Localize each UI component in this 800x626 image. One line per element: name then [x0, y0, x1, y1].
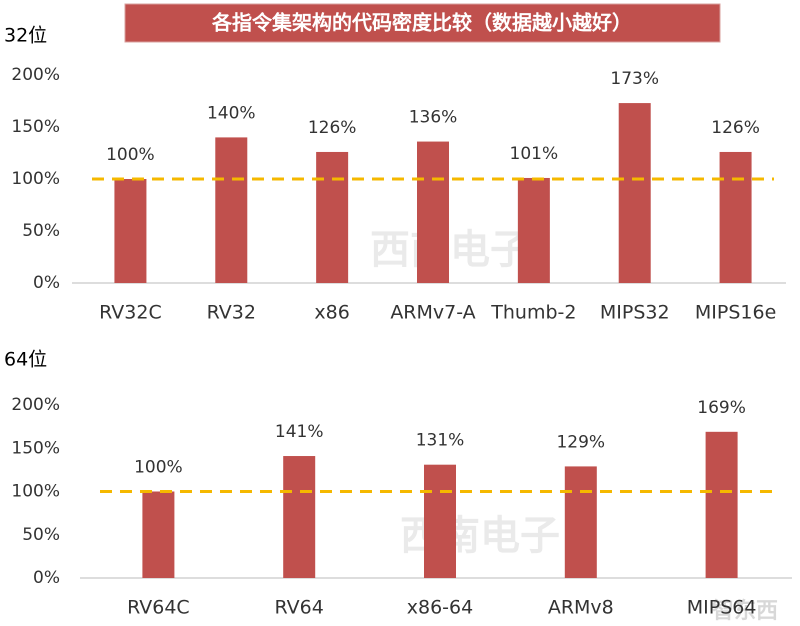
x-tick-label: MIPS16e [695, 302, 776, 324]
value-label: 173% [610, 69, 659, 89]
x-tick-label: MIPS64 [687, 597, 757, 619]
y-tick-label: 200% [11, 395, 60, 415]
bar [424, 464, 456, 578]
y-tick-label: 100% [11, 169, 60, 189]
x-tick-label: RV32C [99, 302, 162, 324]
watermark: 西南电子 [370, 227, 530, 273]
y-tick-label: 50% [22, 221, 60, 241]
y-tick-label: 200% [11, 65, 60, 85]
x-tick-label: MIPS32 [600, 302, 670, 324]
x-tick-label: x86 [314, 302, 349, 324]
value-label: 126% [308, 118, 357, 138]
x-tick-label: ARMv7-A [390, 302, 475, 324]
bar [417, 141, 449, 283]
x-tick-label: Thumb-2 [490, 302, 576, 324]
value-label: 131% [416, 431, 465, 451]
page-title: 各指令集架构的代码密度比较（数据越小越好） [211, 11, 632, 35]
x-tick-label: RV64 [275, 597, 324, 619]
y-tick-label: 150% [11, 438, 60, 458]
value-label: 100% [106, 145, 155, 165]
y-tick-label: 100% [11, 482, 60, 502]
bar [316, 151, 349, 283]
y-tick-label: 150% [11, 117, 60, 137]
value-label: 169% [697, 398, 746, 418]
y-tick-label: 0% [33, 568, 60, 588]
value-label: 100% [134, 458, 183, 478]
chart-title: 64位 [4, 349, 47, 371]
bar [142, 491, 175, 578]
title-banner [124, 3, 721, 43]
bar [719, 151, 752, 283]
value-label: 141% [275, 422, 324, 442]
bar [517, 177, 550, 283]
bar [564, 466, 597, 578]
value-label: 129% [556, 432, 605, 452]
value-label: 140% [207, 103, 256, 123]
chart-title: 32位 [4, 25, 47, 47]
bar [114, 179, 147, 283]
bar [283, 456, 316, 578]
x-tick-label: RV32 [207, 302, 256, 324]
bar [618, 103, 651, 283]
y-tick-label: 50% [22, 525, 60, 545]
value-label: 101% [510, 144, 559, 164]
x-tick-label: RV64C [127, 597, 190, 619]
value-label: 136% [409, 108, 458, 128]
watermark: 智东西 [712, 598, 778, 624]
y-tick-label: 0% [33, 273, 60, 293]
bar [705, 431, 738, 578]
value-label: 126% [711, 118, 760, 138]
x-tick-label: x86-64 [407, 597, 473, 619]
bar [215, 137, 248, 283]
x-tick-label: ARMv8 [548, 597, 614, 619]
